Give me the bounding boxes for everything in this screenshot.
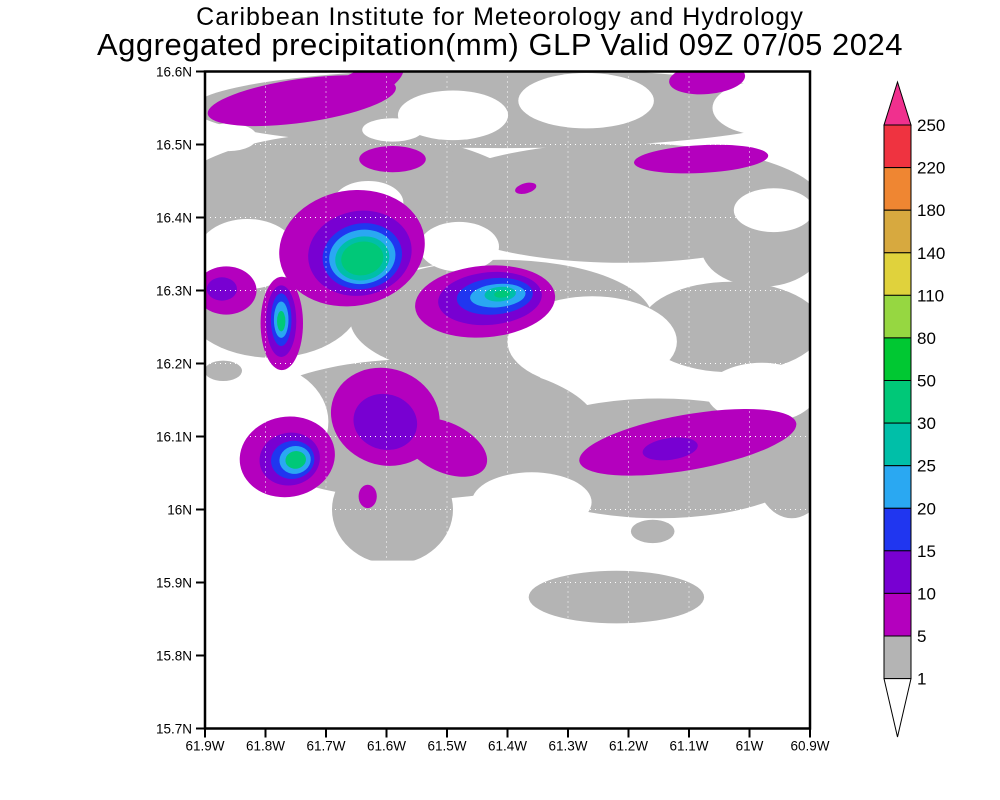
y-axis-label: 16.2N [156,357,192,372]
y-axis-label: 15.7N [156,722,192,737]
x-axis-label: 61.5W [427,739,466,754]
y-axis-label: 16N [167,503,192,518]
dry-region [712,80,810,136]
colorbar-label: 5 [917,627,926,646]
colorbar-label: 80 [917,329,936,348]
colorbar-over-arrow [883,80,912,126]
x-axis-label: 61.6W [367,739,406,754]
precip-feature-north-edge-blob [669,71,746,95]
precip-feature-west-vertical-lens-16.26N [277,311,286,332]
colorbar: 250 220 180 140 110 80 50 30 25 20 15 10 5 1 [883,80,945,738]
dry-region [419,221,499,272]
y-axis-label: 16.1N [156,430,192,445]
y-axis-label: 16.3N [156,284,192,299]
precip-feature-southwest-maximum-16.07N-61.76W [285,451,306,469]
colorbar-segment [883,252,912,296]
colorbar-label: 180 [917,201,945,220]
colorbar-label: 30 [917,414,936,433]
precip-feature-small-south-spot-16.02N [358,484,377,509]
dry-region [706,362,810,423]
colorbar-label: 110 [917,286,944,305]
precip-feature-east-central-band-16.3N-61.42W [494,290,510,298]
colorbar-label: 220 [917,159,945,178]
precip-feature-central-north-speck [515,182,537,194]
dry-region [471,472,592,533]
x-axis-label: 61.1W [669,739,708,754]
x-axis-label: 61.9W [185,739,224,754]
colorbar-segment [883,550,912,594]
light-precip-region [205,360,242,381]
colorbar-segment [883,465,912,509]
light-precip-region [528,570,705,624]
dry-region-south [205,560,810,729]
colorbar-label: 250 [917,116,945,135]
y-axis-label: 15.8N [156,649,192,664]
chart-title-line2: Aggregated precipitation(mm) GLP Valid 0… [97,27,903,62]
x-axis-label: 61.7W [306,739,345,754]
colorbar-under-arrow [883,678,912,738]
colorbar-segment [883,592,912,637]
light-precip-region [640,281,810,373]
dry-region [733,188,810,233]
axes-layer: 16.6N 16.5N 16.4N 16.3N 16.2N 16.1N 16N 15.9N 15… [156,65,830,754]
dry-region [205,123,257,152]
precip-feature-northwest-band [321,71,404,111]
dry-region [362,118,423,142]
x-axis-label: 61.8W [246,739,285,754]
colorbar-segment [883,167,912,211]
colorbar-label: 50 [917,372,936,391]
colorbar-segment [883,635,912,680]
colorbar-label: 25 [917,457,936,476]
light-precip-region [332,454,453,565]
colorbar-segment [883,337,912,381]
chart-title-line1: Caribbean Institute for Meteorology and … [196,3,804,31]
precip-feature-north-lens [359,146,426,173]
colorbar-label: 20 [917,499,936,518]
x-axis-label: 61.3W [548,739,587,754]
x-axis-label: 61.2W [609,739,648,754]
dry-region [507,296,677,387]
colorbar-label: 140 [917,244,945,263]
precip-feature-west-edge-blob-16.3N [206,277,237,301]
map-layer [205,71,810,729]
x-axis-label: 61W [736,739,764,754]
colorbar-segment [883,124,912,169]
precip-feature-northeast-band [633,144,769,174]
colorbar-segment [883,380,912,424]
y-axis-label: 16.5N [156,138,192,153]
colorbar-segment [883,507,912,552]
colorbar-segment [883,422,912,467]
colorbar-label: 1 [917,670,926,689]
light-precip-region [630,519,675,544]
y-axis-label: 16.4N [156,211,192,226]
x-axis-label: 61.4W [488,739,527,754]
precip-feature-central-purple-mass-16.12N [403,418,488,477]
colorbar-label: 10 [917,584,936,603]
dry-region [518,73,654,129]
y-axis-label: 15.9N [156,576,192,591]
colorbar-segment [883,209,912,254]
precip-feature-central-purple-mass-16.12N [353,393,418,450]
colorbar-label: 15 [917,542,936,561]
dry-region [397,90,509,141]
y-axis-label: 16.6N [156,65,192,80]
precip-feature-southeast-band-16.1N [642,437,698,461]
precip-feature-central-maximum-16.35N-61.64W [341,241,384,276]
colorbar-segment [883,294,912,339]
x-axis-label: 60.9W [790,739,829,754]
